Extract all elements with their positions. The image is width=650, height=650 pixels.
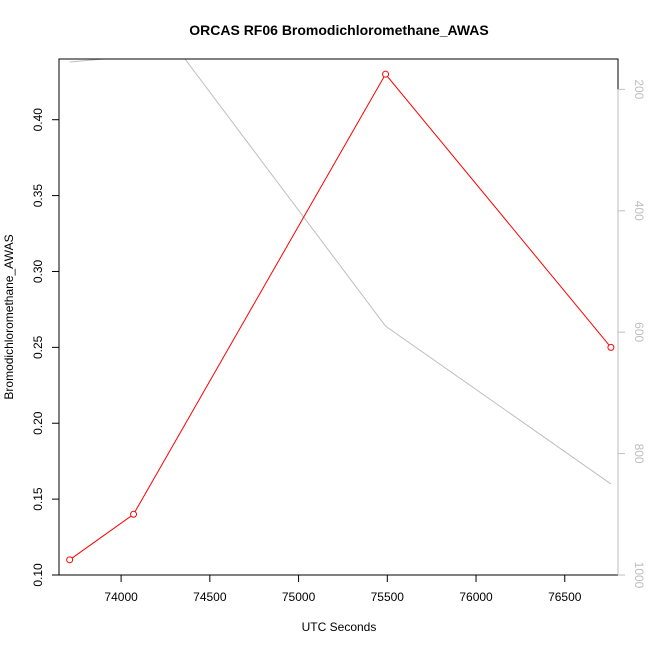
y-tick-label-0: 0.10 [31, 563, 45, 587]
x-axis: 74000 74500 75000 75500 76000 76500 [104, 574, 582, 604]
y-tick-label-3: 0.25 [31, 335, 45, 359]
y-tick-label-6: 0.40 [31, 108, 45, 132]
y-tick-label-4: 0.30 [31, 259, 45, 283]
series-0-point-3 [607, 343, 615, 351]
x-tick-label-0: 74000 [104, 590, 138, 604]
primary-series-layer [66, 70, 615, 564]
right-y-axis: 200 400 600 800 1000 [617, 79, 646, 589]
series-1-line [69, 59, 612, 485]
series-0-point-2 [382, 70, 390, 78]
x-axis-label: UTC Seconds [302, 620, 377, 634]
secondary-series-layer [69, 59, 612, 485]
y-axis-label: Bromodichloromethane_AWAS [2, 234, 16, 399]
x-tick-label-5: 76500 [548, 590, 582, 604]
y-tick-label-1: 0.15 [31, 487, 45, 511]
right-y-tick-label-4: 1000 [632, 562, 646, 589]
right-y-tick-label-1: 400 [632, 201, 646, 221]
x-tick-label-3: 75500 [371, 590, 405, 604]
x-tick-label-4: 76000 [459, 590, 493, 604]
right-y-tick-label-0: 200 [632, 79, 646, 99]
series-0-point-0 [66, 556, 74, 564]
right-y-tick-label-3: 800 [632, 444, 646, 464]
series-0-point-1 [130, 510, 138, 518]
right-y-tick-label-2: 600 [632, 322, 646, 342]
series-0-line [69, 73, 612, 561]
chart-title: ORCAS RF06 Bromodichloromethane_AWAS [189, 22, 489, 38]
x-tick-label-2: 75000 [282, 590, 316, 604]
y-tick-label-2: 0.20 [31, 411, 45, 435]
y-tick-label-5: 0.35 [31, 184, 45, 208]
x-tick-label-1: 74500 [193, 590, 227, 604]
y-axis: 0.10 0.15 0.20 0.25 0.30 0.35 0.40 [31, 108, 60, 587]
